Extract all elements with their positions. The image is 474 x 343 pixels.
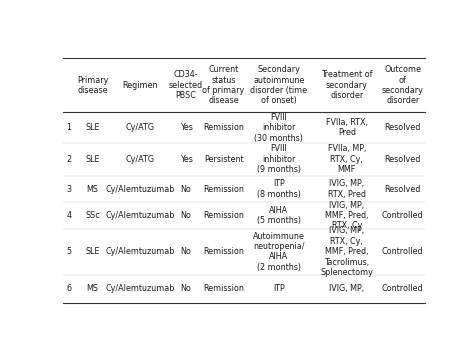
Text: Remission: Remission <box>203 185 244 193</box>
Text: Secondary
autoimmune
disorder (time
of onset): Secondary autoimmune disorder (time of o… <box>250 65 307 106</box>
Text: Cy/Alemtuzumab: Cy/Alemtuzumab <box>105 247 175 256</box>
Text: CD34-
selected
PBSC: CD34- selected PBSC <box>169 71 203 100</box>
Text: FVIII
inhibitor
(30 months): FVIII inhibitor (30 months) <box>254 113 303 143</box>
Text: FVIIa, MP,
RTX, Cy,
MMF: FVIIa, MP, RTX, Cy, MMF <box>328 144 366 174</box>
Text: Remission: Remission <box>203 123 244 132</box>
Text: AIHA
(5 months): AIHA (5 months) <box>257 206 301 225</box>
Text: Resolved: Resolved <box>384 155 421 164</box>
Text: ITP
(8 months): ITP (8 months) <box>257 179 301 199</box>
Text: Treatment of
secondary
disorder: Treatment of secondary disorder <box>321 71 373 100</box>
Text: 4: 4 <box>66 211 72 220</box>
Text: SLE: SLE <box>85 155 100 164</box>
Text: Resolved: Resolved <box>384 185 421 193</box>
Text: Outcome
of
secondary
disorder: Outcome of secondary disorder <box>382 65 424 106</box>
Text: IVIG, MP,: IVIG, MP, <box>329 284 365 293</box>
Text: Autoimmune
neutropenia/
AIHA
(2 months): Autoimmune neutropenia/ AIHA (2 months) <box>253 232 305 272</box>
Text: Yes: Yes <box>180 123 192 132</box>
Text: Yes: Yes <box>180 155 192 164</box>
Text: 5: 5 <box>66 247 72 256</box>
Text: IVIG, MP,
RTX, Pred: IVIG, MP, RTX, Pred <box>328 179 366 199</box>
Text: ITP: ITP <box>273 284 284 293</box>
Text: Controlled: Controlled <box>382 284 424 293</box>
Text: SLE: SLE <box>85 123 100 132</box>
Text: 3: 3 <box>66 185 72 193</box>
Text: FVIIa, RTX,
Pred: FVIIa, RTX, Pred <box>326 118 368 137</box>
Text: Cy/Alemtuzumab: Cy/Alemtuzumab <box>105 284 175 293</box>
Text: IVIG, MP,
MMF, Pred,
RTX, Cy: IVIG, MP, MMF, Pred, RTX, Cy <box>325 201 369 230</box>
Text: Cy/Alemtuzumab: Cy/Alemtuzumab <box>105 211 175 220</box>
Text: Persistent: Persistent <box>204 155 244 164</box>
Text: 2: 2 <box>66 155 72 164</box>
Text: Current
status
of primary
disease: Current status of primary disease <box>202 65 245 106</box>
Text: Cy/ATG: Cy/ATG <box>126 155 155 164</box>
Text: FVIII
inhibitor
(9 months): FVIII inhibitor (9 months) <box>257 144 301 174</box>
Text: Regimen: Regimen <box>122 81 158 90</box>
Text: Remission: Remission <box>203 284 244 293</box>
Text: 1: 1 <box>66 123 72 132</box>
Text: SLE: SLE <box>85 247 100 256</box>
Text: MS: MS <box>87 185 99 193</box>
Text: SSc: SSc <box>85 211 100 220</box>
Text: No: No <box>181 211 191 220</box>
Text: No: No <box>181 284 191 293</box>
Text: Remission: Remission <box>203 211 244 220</box>
Text: IVIG, MP,
RTX, Cy,
MMF, Pred,
Tacrolimus,
Splenectomy: IVIG, MP, RTX, Cy, MMF, Pred, Tacrolimus… <box>320 226 373 277</box>
Text: Resolved: Resolved <box>384 123 421 132</box>
Text: No: No <box>181 247 191 256</box>
Text: Cy/Alemtuzumab: Cy/Alemtuzumab <box>105 185 175 193</box>
Text: Cy/ATG: Cy/ATG <box>126 123 155 132</box>
Text: 6: 6 <box>66 284 72 293</box>
Text: MS: MS <box>87 284 99 293</box>
Text: Controlled: Controlled <box>382 247 424 256</box>
Text: Primary
disease: Primary disease <box>77 76 109 95</box>
Text: Remission: Remission <box>203 247 244 256</box>
Text: Controlled: Controlled <box>382 211 424 220</box>
Text: No: No <box>181 185 191 193</box>
